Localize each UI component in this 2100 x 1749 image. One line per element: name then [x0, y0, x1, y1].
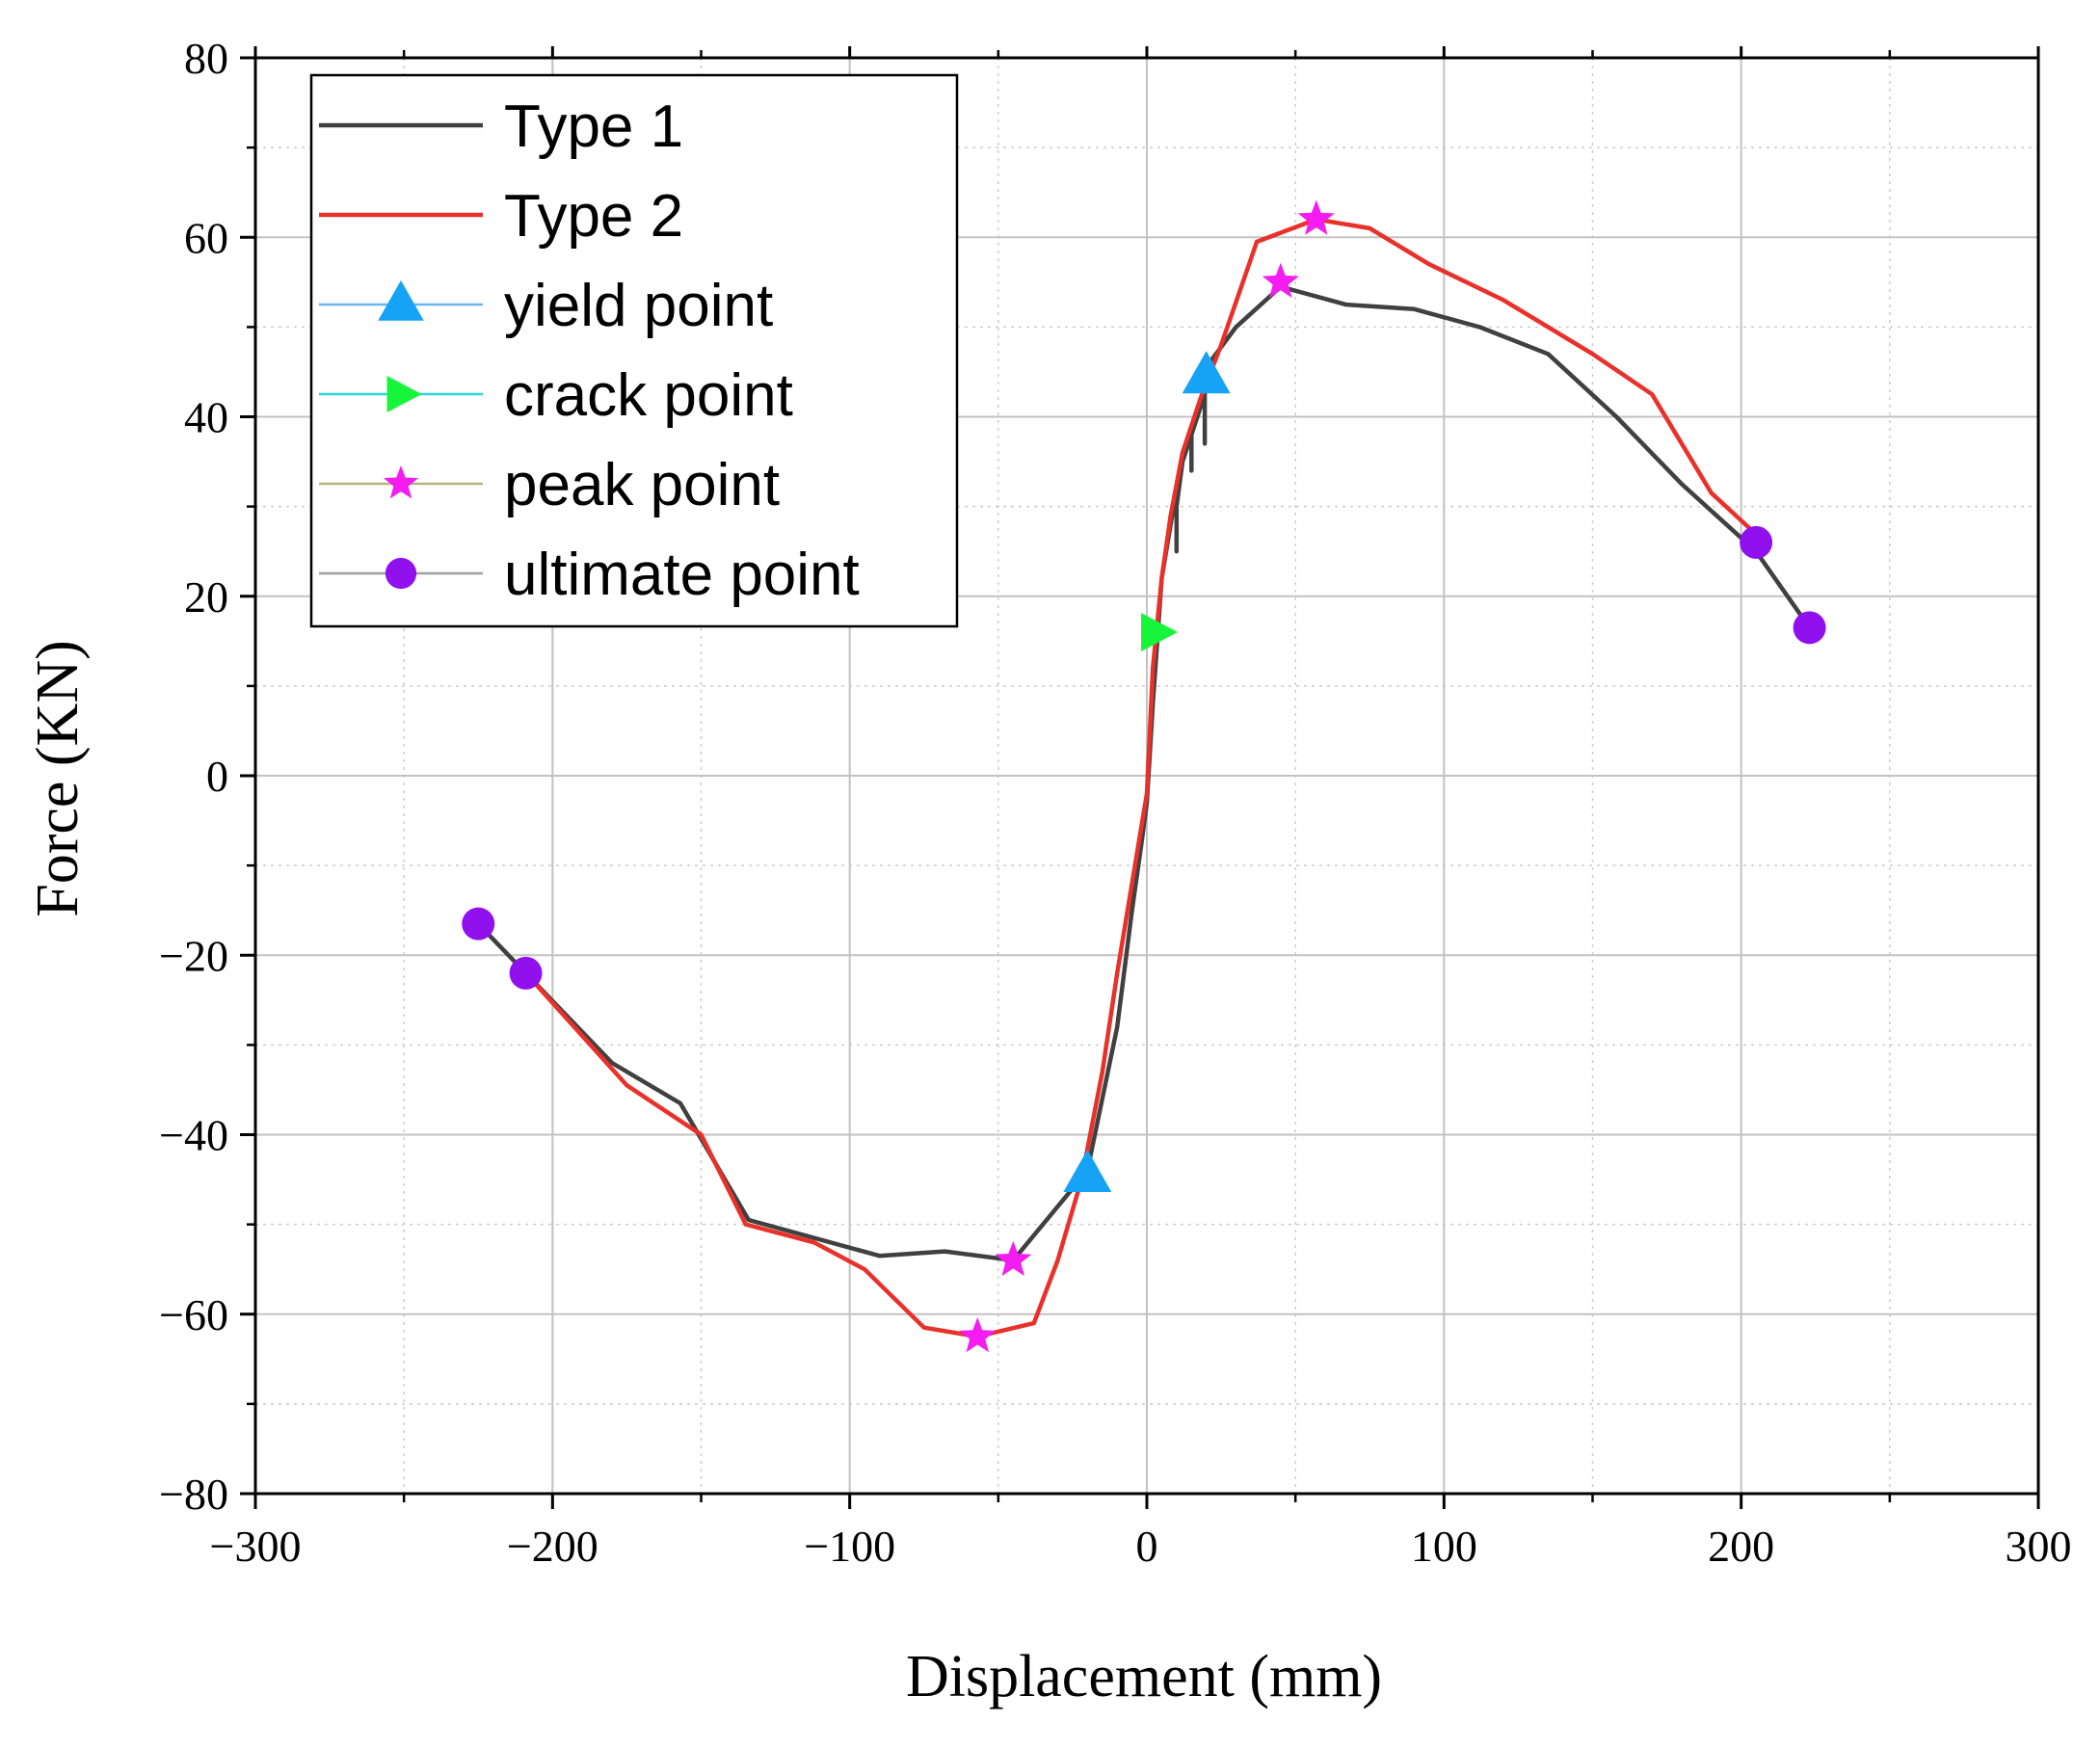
ultimate-point-marker [462, 907, 495, 941]
ultimate-point-marker [509, 956, 543, 990]
crack-point-legend-icon [386, 376, 422, 412]
x-tick-label: −200 [507, 1522, 598, 1571]
legend-label: ultimate point [504, 542, 860, 608]
series-layer [476, 217, 1812, 1339]
x-axis-title: Displacement (mm) [906, 1644, 1382, 1709]
y-tick-label: 20 [184, 572, 228, 622]
ultimate-point-legend-icon [385, 557, 417, 590]
marker-layer [462, 199, 1826, 1353]
y-tick-label: 40 [184, 393, 228, 442]
tick-labels: −300 −200 −100 0 100 200 300−80−60−40−20020406… [159, 34, 2071, 1571]
ultimate-point-marker [1740, 525, 1773, 559]
series-line-type-2 [523, 217, 1768, 1339]
x-tick-label: 200 [1708, 1522, 1774, 1571]
y-tick-label: 80 [184, 34, 228, 83]
peak-point-marker [1297, 199, 1335, 235]
x-tick-label: −300 [210, 1522, 302, 1571]
x-tick-label: −100 [804, 1522, 895, 1571]
y-tick-label: 0 [206, 752, 228, 801]
x-tick-label: 300 [2006, 1522, 2072, 1571]
peak-point-legend-icon [383, 465, 419, 499]
y-tick-label: 60 [184, 213, 228, 262]
x-tick-label: 0 [1136, 1522, 1158, 1571]
y-axis-title: Force (KN) [25, 640, 91, 917]
yield-point-legend-icon [378, 279, 424, 321]
y-tick-label: −60 [159, 1290, 228, 1339]
legend-label: crack point [504, 362, 793, 429]
series-line-type-1 [476, 284, 1812, 1263]
peak-point-marker [959, 1317, 997, 1353]
legend-label: peak point [504, 452, 780, 518]
legend: Type 1 Type 2 yield point crack point peak p… [309, 73, 959, 628]
legend-label: Type 2 [504, 183, 683, 250]
y-tick-label: −20 [159, 931, 228, 980]
ultimate-point-marker [1793, 611, 1826, 645]
y-tick-label: −80 [159, 1470, 228, 1519]
legend-label: yield point [504, 273, 773, 339]
yield-point-marker [1063, 1150, 1112, 1193]
yield-point-marker [1182, 351, 1231, 394]
peak-point-marker [1262, 262, 1299, 298]
legend-label: Type 1 [504, 93, 683, 160]
legend-box [309, 73, 959, 628]
peak-point-marker [995, 1240, 1032, 1277]
axes [240, 46, 2040, 1509]
x-tick-label: 100 [1411, 1522, 1477, 1571]
crack-point-marker [1141, 613, 1179, 651]
y-tick-label: −40 [159, 1111, 228, 1160]
